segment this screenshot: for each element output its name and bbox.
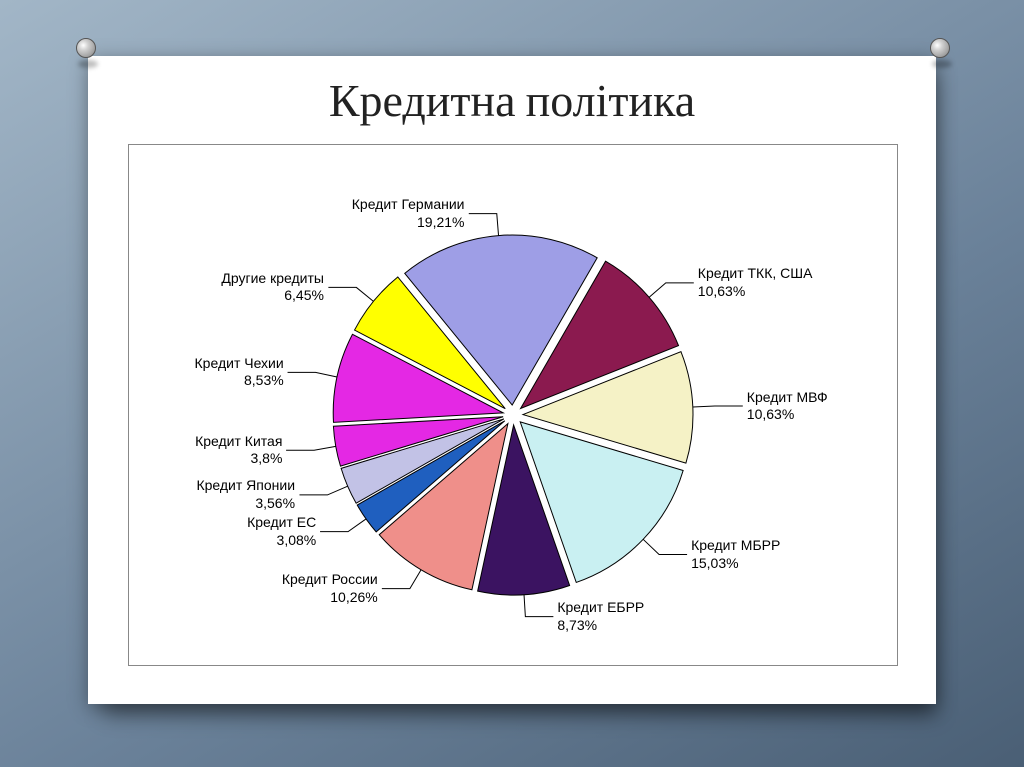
slice-percent: 15,03% bbox=[691, 555, 738, 571]
leader-line bbox=[286, 446, 336, 450]
slice-percent: 3,56% bbox=[255, 495, 295, 511]
leader-line bbox=[288, 372, 338, 377]
slice-name: Кредит Японии bbox=[196, 477, 295, 493]
pie-chart-container: Кредит ТКК, США10,63%Кредит МВФ10,63%Кре… bbox=[128, 144, 898, 666]
slice-label: Кредит России 10,26% bbox=[282, 571, 378, 606]
slice-percent: 8,53% bbox=[244, 372, 284, 388]
slice-name: Кредит ЕБРР bbox=[557, 599, 644, 615]
slice-percent: 10,26% bbox=[330, 589, 377, 605]
slice-label: Другие кредиты6,45% bbox=[221, 270, 324, 305]
leader-line bbox=[320, 519, 366, 532]
slice-label: Кредит ЕС 3,08% bbox=[247, 514, 316, 549]
slice-percent: 6,45% bbox=[284, 287, 324, 303]
slice-name: Другие кредиты bbox=[221, 270, 324, 286]
slice-percent: 3,8% bbox=[250, 450, 282, 466]
leader-line bbox=[649, 283, 694, 297]
slice-label: Кредит ТКК, США 10,63% bbox=[698, 265, 813, 300]
slice-name: Кредит МБРР bbox=[691, 537, 780, 553]
slice-percent: 10,63% bbox=[698, 283, 745, 299]
slice-label: Кредит МБРР 15,03% bbox=[691, 537, 780, 572]
leader-line bbox=[469, 214, 499, 236]
leader-line bbox=[643, 539, 687, 554]
leader-line bbox=[693, 406, 743, 407]
slice-label: Кредит Японии 3,56% bbox=[196, 477, 295, 512]
slice-percent: 10,63% bbox=[747, 406, 794, 422]
slice-label: Кредит МВФ10,63% bbox=[747, 389, 828, 424]
slice-label: Кредит ЕБРР 8,73% bbox=[557, 599, 644, 634]
slice-label: Кредит Германии 19,21% bbox=[352, 196, 465, 231]
slice-name: Кредит Чехии bbox=[195, 355, 284, 371]
leader-line bbox=[328, 287, 373, 301]
slice-percent: 19,21% bbox=[417, 214, 464, 230]
leader-line bbox=[382, 570, 421, 589]
slice-name: Кредит России bbox=[282, 571, 378, 587]
slice-label: Кредит Китая3,8% bbox=[195, 433, 282, 468]
slice-name: Кредит МВФ bbox=[747, 389, 828, 405]
slide: Кредитна політика Кредит ТКК, США10,63%К… bbox=[88, 56, 936, 704]
slice-name: Кредит ТКК, США bbox=[698, 265, 813, 281]
slice-percent: 8,73% bbox=[557, 617, 597, 633]
pushpin-icon bbox=[72, 38, 98, 64]
slice-name: Кредит Китая bbox=[195, 433, 282, 449]
slice-name: Кредит ЕС bbox=[247, 514, 316, 530]
slice-name: Кредит Германии bbox=[352, 196, 465, 212]
slide-title: Кредитна політика bbox=[88, 74, 936, 128]
pushpin-icon bbox=[926, 38, 952, 64]
slice-label: Кредит Чехии8,53% bbox=[195, 355, 284, 390]
slice-percent: 3,08% bbox=[277, 532, 317, 548]
leader-line bbox=[299, 486, 347, 495]
presentation-background: Кредитна політика Кредит ТКК, США10,63%К… bbox=[0, 0, 1024, 767]
leader-line bbox=[524, 595, 553, 617]
